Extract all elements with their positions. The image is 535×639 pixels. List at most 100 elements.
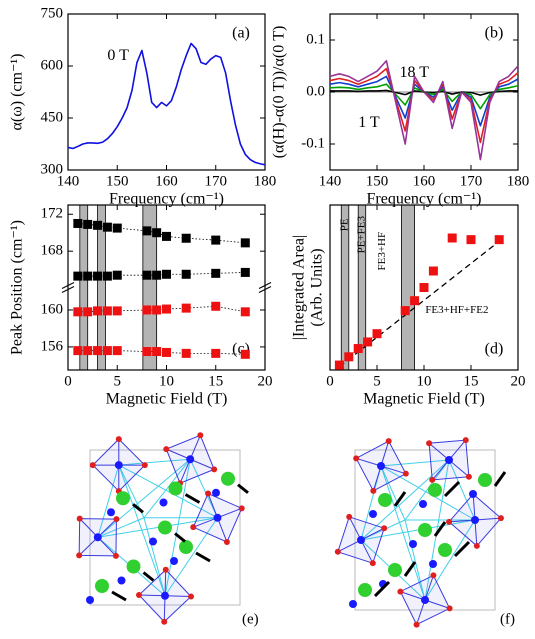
data-point: [142, 347, 151, 356]
green-ion: [388, 563, 402, 577]
green-ion: [127, 560, 141, 574]
data-point: [83, 346, 92, 355]
blue-ion: [429, 560, 437, 568]
x-axis-label: Magnetic Field (T): [106, 391, 228, 408]
metal-ion: [186, 455, 194, 463]
blue-ion: [469, 490, 477, 498]
blue-ion: [369, 510, 377, 518]
blue-ion: [86, 596, 94, 604]
x-tick-label: 10: [159, 373, 174, 389]
oxygen: [370, 560, 376, 566]
annotation: 0 T: [107, 47, 129, 64]
data-point: [354, 344, 363, 353]
oxygen: [90, 462, 96, 468]
oxygen: [447, 605, 453, 611]
data-point: [103, 223, 112, 232]
x-tick-label: 20: [511, 373, 526, 389]
data-point: [162, 232, 171, 241]
oxygen: [142, 462, 148, 468]
oxygen: [136, 592, 142, 598]
region-label: FE3+HF+FE2: [425, 304, 488, 316]
oxygen: [205, 491, 211, 497]
blue-ion: [149, 538, 157, 546]
oxygen: [190, 524, 196, 530]
green-ion: [438, 543, 452, 557]
data-point: [182, 304, 191, 313]
x-axis-label: Magnetic Field (T): [363, 391, 485, 408]
x-tick-label: 140: [319, 173, 342, 189]
spin-stick: [405, 562, 415, 576]
metal-ion: [115, 461, 123, 469]
x-tick-label: 5: [114, 373, 122, 389]
oxygen: [466, 474, 472, 480]
data-point: [152, 347, 161, 356]
data-point: [211, 236, 220, 245]
x-tick-label: 180: [507, 173, 530, 189]
y-tick-label: 156: [41, 338, 64, 354]
green-ion: [428, 483, 442, 497]
data-point: [211, 302, 220, 311]
oxygen: [430, 572, 436, 578]
panel-label: (a): [232, 25, 250, 42]
data-point: [93, 346, 102, 355]
oxygen: [397, 589, 403, 595]
y-axis-label: |Integrated Area|: [291, 235, 308, 340]
data-point: [241, 350, 250, 359]
spin-stick: [144, 573, 154, 581]
image-label: (e): [242, 611, 259, 627]
blue-ion: [409, 540, 417, 548]
x-tick-label: 0: [326, 373, 334, 389]
blue-ion: [107, 508, 115, 516]
data-point: [429, 267, 438, 276]
oxygen: [474, 543, 480, 549]
oxygen: [498, 515, 504, 521]
metal-ion: [214, 514, 222, 522]
x-tick-label: 150: [366, 173, 389, 189]
oxygen: [381, 525, 387, 531]
data-point: [335, 361, 344, 370]
data-point: [162, 305, 171, 314]
crystal-structures: [76, 432, 505, 627]
data-point: [113, 224, 122, 233]
oxygen: [429, 477, 435, 483]
y-tick-label: 600: [41, 57, 64, 73]
oxygen: [113, 516, 119, 522]
metal-ion: [421, 596, 429, 604]
data-point: [152, 271, 161, 280]
green-ion: [358, 583, 372, 597]
region-label: PE: [339, 218, 351, 231]
x-tick-label: 0: [64, 373, 72, 389]
data-point: [420, 283, 429, 292]
metal-ion: [445, 456, 453, 464]
y-tick-label: 300: [41, 161, 64, 177]
x-tick-label: 20: [258, 373, 273, 389]
oxygen: [197, 432, 203, 438]
shaded-region: [80, 205, 88, 370]
data-point: [182, 234, 191, 243]
data-point: [182, 270, 191, 279]
x-tick-label: 15: [208, 373, 223, 389]
data-point: [142, 305, 151, 314]
y-tick-label: 750: [41, 5, 64, 21]
x-tick-label: 160: [413, 173, 436, 189]
data-point: [73, 307, 82, 316]
metal-ion: [377, 462, 385, 470]
y-tick-label: -0.1: [301, 135, 325, 151]
green-ion: [169, 482, 183, 496]
oxygen: [239, 505, 245, 511]
data-point: [83, 272, 92, 281]
blue-ion: [349, 600, 357, 608]
data-point: [467, 235, 476, 244]
oxygen: [463, 437, 469, 443]
x-tick-label: 5: [373, 373, 381, 389]
y-axis-label: α(ω) (cm⁻¹): [9, 53, 26, 130]
oxygen: [386, 438, 392, 444]
spin-stick: [196, 553, 210, 561]
panel-label: (b): [485, 25, 504, 42]
data-point: [401, 306, 410, 315]
oxygen: [161, 619, 167, 625]
series-line: [68, 43, 265, 164]
data-point: [113, 271, 122, 280]
data-point: [103, 272, 112, 281]
data-point: [113, 306, 122, 315]
